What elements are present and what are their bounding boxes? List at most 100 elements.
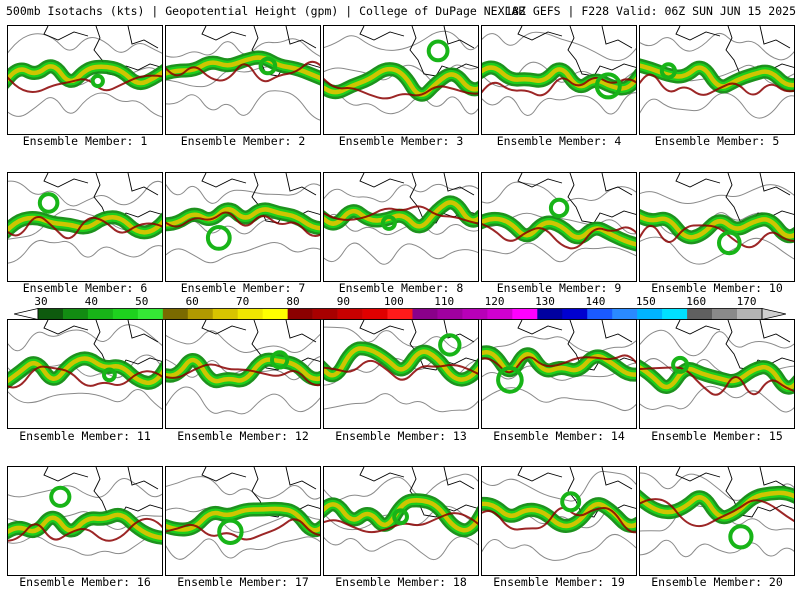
closed-low-circulation: [217, 518, 244, 546]
height-contour: [8, 324, 162, 352]
coastline: [359, 467, 478, 518]
height-contour: [482, 31, 636, 62]
colorbar-swatch: [612, 308, 638, 320]
height-contour: [482, 242, 636, 263]
isotach-band: [482, 506, 636, 534]
height-contour: [8, 92, 162, 118]
isotach-band: [482, 223, 636, 250]
colorbar-swatch: [162, 308, 189, 320]
ensemble-member-label: Ensemble Member: 2: [180, 134, 306, 148]
ensemble-member-panel: [7, 466, 163, 576]
coastline: [517, 26, 636, 77]
closed-low-circulation: [717, 230, 742, 256]
colorbar-swatch: [262, 308, 288, 320]
colorbar-swatch: [337, 308, 363, 320]
ensemble-member-panel: [639, 172, 795, 282]
height-contour: [640, 329, 794, 357]
closed-low-circulation: [270, 350, 290, 370]
ensemble-member-panel: [323, 319, 479, 429]
ensemble-member-panel: [7, 319, 163, 429]
colorbar-swatch: [712, 308, 738, 320]
height-contour: [640, 184, 794, 205]
colorbar-frame: [37, 308, 763, 320]
ensemble-map: [324, 26, 478, 115]
height-contour: [166, 536, 320, 560]
closed-low-circulation: [548, 197, 570, 219]
closed-low-circulation: [392, 508, 409, 526]
ensemble-member-panel: [7, 25, 163, 135]
colorbar-swatch: [687, 308, 713, 320]
height-contour: [166, 241, 320, 264]
height-contour: [324, 326, 478, 350]
isotach-band: [166, 357, 320, 384]
colorbar-tick-label: 160: [686, 295, 707, 308]
ensemble-member-panel: [165, 172, 321, 282]
ensemble-map: [166, 26, 320, 121]
height-contour: [482, 533, 636, 561]
ensemble-member-panel: [323, 25, 479, 135]
ensemble-map: [8, 26, 162, 118]
colorbar-tick-label: 170: [736, 295, 757, 308]
closed-low-circulation: [594, 72, 622, 100]
isotach-band: [324, 66, 478, 97]
coastline: [517, 173, 636, 224]
height-contour: [166, 90, 320, 121]
height-contour: [8, 389, 162, 410]
ensemble-map: [166, 173, 320, 264]
height-contour: [8, 478, 162, 498]
isotach-band: [166, 211, 320, 237]
isotach-band: [166, 207, 320, 231]
height-contour: [8, 535, 162, 556]
closed-low-circulation: [205, 225, 232, 251]
colorbar-swatch: [662, 308, 688, 320]
colorbar-swatch: [487, 308, 513, 320]
ensemble-member-panel: [165, 25, 321, 135]
isotach-band: [324, 205, 478, 225]
height-contour: [8, 33, 162, 54]
height-contour: [324, 393, 478, 413]
map-title: 500mb Isotachs (kts) | Geopotential Heig…: [6, 4, 526, 18]
isotach-band: [482, 216, 636, 247]
closed-low-circulation: [380, 214, 397, 231]
isotach-band: [482, 65, 636, 91]
coastline: [201, 467, 320, 518]
ensemble-map: [640, 320, 794, 413]
height-contour: [640, 236, 794, 265]
ensemble-member-label: Ensemble Member: 3: [338, 134, 464, 148]
ensemble-member-panel: [323, 172, 479, 282]
ensemble-map: [166, 320, 320, 415]
isotach-band: [8, 356, 162, 386]
colorbar-tick-label: 40: [84, 295, 99, 308]
height-contour: [640, 92, 794, 119]
ensemble-member-label: Ensemble Member: 17: [177, 575, 309, 589]
colorbar-swatch: [537, 308, 563, 320]
colorbar-swatch: [312, 308, 338, 320]
map-title-bar: 500mb Isotachs (kts) | Geopotential Heig…: [6, 3, 796, 19]
colorbar-max-arrow: [761, 308, 786, 320]
closed-low-circulation: [659, 62, 677, 80]
coastline: [201, 320, 320, 371]
colorbar-swatch: [412, 308, 438, 320]
closed-low-circulation: [37, 192, 60, 214]
colorbar-swatch: [212, 308, 239, 320]
colorbar-swatch: [237, 308, 263, 320]
isotach-band: [166, 518, 320, 541]
closed-low-circulation: [258, 56, 278, 76]
ensemble-member-label: Ensemble Member: 7: [180, 281, 306, 295]
height-contour: [166, 476, 320, 500]
coastline: [359, 26, 478, 77]
isotach-band: [8, 215, 162, 240]
ensemble-member-label: Ensemble Member: 10: [651, 281, 783, 295]
closed-low-circulation: [560, 491, 582, 513]
ensemble-member-label: Ensemble Member: 18: [335, 575, 467, 589]
colorbar-swatch: [62, 308, 89, 320]
ensemble-map: [166, 467, 320, 560]
ensemble-member-panel: [323, 466, 479, 576]
colorbar-tick-label: 90: [336, 295, 351, 308]
colorbar-swatch: [362, 308, 388, 320]
ensemble-member-label: Ensemble Member: 5: [654, 134, 780, 148]
colorbar-swatch: [737, 308, 763, 320]
isotach-band: [640, 364, 794, 390]
height-contour: [640, 358, 794, 379]
isotach-band: [482, 76, 636, 97]
